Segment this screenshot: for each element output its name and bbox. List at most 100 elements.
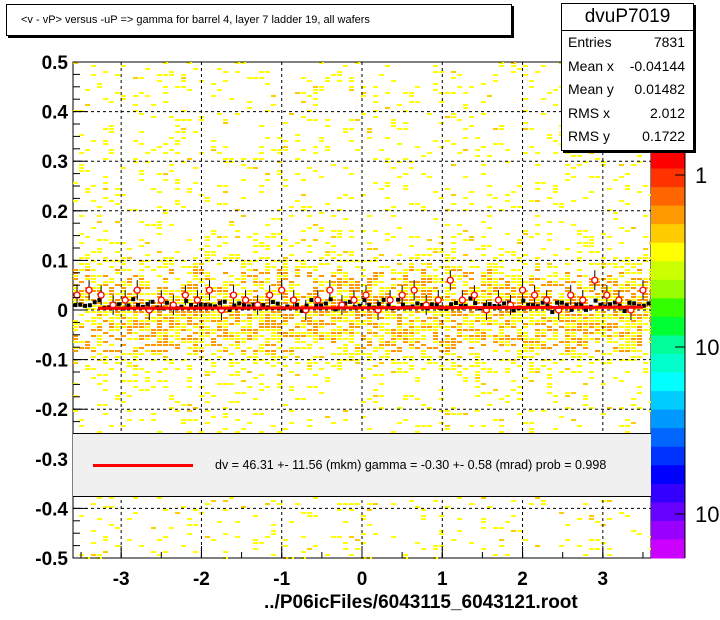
- heatmap-cell: [283, 146, 288, 148]
- heatmap-cell: [481, 335, 486, 337]
- heatmap-cell: [187, 287, 192, 289]
- heatmap-cell: [553, 191, 558, 193]
- heatmap-cell: [241, 164, 246, 166]
- heatmap-cell: [598, 302, 603, 307]
- heatmap-cell: [265, 503, 270, 505]
- y-tick-label: -0.1: [35, 351, 68, 372]
- heatmap-cell: [469, 542, 474, 544]
- heatmap-cell: [337, 536, 342, 538]
- heatmap-cell: [367, 368, 372, 370]
- heatmap-cell: [103, 260, 108, 262]
- heatmap-cell: [553, 332, 558, 334]
- heatmap-cell: [589, 356, 594, 358]
- heatmap-cell: [355, 287, 360, 289]
- heatmap-cell: [571, 176, 576, 178]
- heatmap-cell: [235, 332, 240, 334]
- heatmap-cell: [193, 311, 198, 313]
- heatmap-cell: [565, 248, 570, 250]
- heatmap-cell: [403, 173, 408, 175]
- heatmap-cell: [505, 194, 510, 196]
- heatmap-cell: [613, 350, 618, 352]
- heatmap-cell: [451, 275, 456, 277]
- heatmap-cell: [451, 113, 456, 115]
- heatmap-cell: [145, 260, 150, 262]
- heatmap-cell: [421, 254, 426, 256]
- heatmap-cell: [475, 386, 480, 388]
- heatmap-cell: [235, 344, 240, 346]
- heatmap-cell: [391, 269, 396, 271]
- heatmap-cell: [499, 326, 504, 328]
- heatmap-cell: [637, 344, 642, 346]
- heatmap-cell: [169, 263, 174, 265]
- heatmap-cell: [139, 419, 144, 421]
- heatmap-cell: [523, 347, 528, 349]
- heatmap-cell: [565, 524, 570, 526]
- heatmap-cell: [246, 304, 251, 309]
- heatmap-cell: [313, 278, 318, 280]
- heatmap-cell: [169, 311, 174, 313]
- heatmap-cell: [457, 275, 462, 277]
- heatmap-cell: [91, 554, 96, 556]
- heatmap-cell: [259, 125, 264, 127]
- heatmap-cell: [103, 197, 108, 199]
- heatmap-cell: [415, 305, 420, 307]
- heatmap-cell: [91, 227, 96, 229]
- heatmap-cell: [211, 500, 216, 502]
- heatmap-cell: [175, 401, 180, 403]
- y-axis: -0.5-0.4-0.3-0.2-0.100.10.20.30.40.5: [35, 53, 87, 570]
- heatmap-cell: [475, 353, 480, 355]
- heatmap-cell: [139, 287, 144, 289]
- heatmap-cell: [427, 323, 432, 325]
- heatmap-cell: [307, 80, 312, 82]
- y-tick-label: 0.1: [42, 251, 69, 272]
- heatmap-cell: [535, 200, 540, 202]
- heatmap-cell: [565, 179, 570, 181]
- heatmap-cell: [229, 314, 234, 316]
- heatmap-cell: [325, 125, 330, 127]
- heatmap-cell: [193, 551, 198, 553]
- heatmap-cell: [523, 98, 528, 100]
- heatmap-cell: [541, 500, 546, 502]
- heatmap-cell: [505, 401, 510, 403]
- heatmap-cell: [607, 278, 612, 280]
- heatmap-cell: [97, 290, 102, 292]
- heatmap-cell: [427, 275, 432, 277]
- heatmap-cell: [529, 281, 534, 283]
- heatmap-cell: [109, 320, 114, 322]
- heatmap-cell: [337, 236, 342, 238]
- heatmap-cell: [409, 302, 414, 304]
- heatmap-cell: [475, 377, 480, 379]
- heatmap-cell: [619, 320, 624, 322]
- heatmap-cell: [307, 272, 312, 274]
- profile-point: [229, 291, 238, 299]
- heatmap-cell: [457, 269, 462, 271]
- heatmap-cell: [367, 314, 372, 316]
- heatmap-cell: [391, 332, 396, 334]
- heatmap-cell: [223, 146, 228, 148]
- heatmap-cell: [205, 272, 210, 274]
- heatmap-cell: [373, 116, 378, 118]
- heatmap-cell: [367, 242, 372, 244]
- heatmap-cell: [217, 299, 222, 301]
- heatmap-cell: [607, 263, 612, 265]
- profile-point: [494, 296, 503, 304]
- heatmap-cell: [511, 71, 516, 73]
- heatmap-cell: [181, 329, 186, 331]
- heatmap-cell: [217, 113, 222, 115]
- heatmap-cell: [415, 338, 420, 340]
- heatmap-cell: [521, 298, 526, 303]
- heatmap-cell: [283, 257, 288, 259]
- heatmap-cell: [265, 290, 270, 292]
- heatmap-cell: [625, 431, 630, 433]
- heatmap-cell: [181, 260, 186, 262]
- heatmap-cell: [403, 290, 408, 292]
- heatmap-cell: [481, 248, 486, 250]
- heatmap-cell: [517, 335, 522, 337]
- heatmap-cell: [121, 269, 126, 271]
- heatmap-cell: [163, 386, 168, 388]
- heatmap-cell: [403, 158, 408, 160]
- heatmap-cell: [127, 278, 132, 280]
- heatmap-cell: [277, 218, 282, 220]
- heatmap-cell: [613, 317, 618, 319]
- heatmap-cell: [481, 293, 486, 295]
